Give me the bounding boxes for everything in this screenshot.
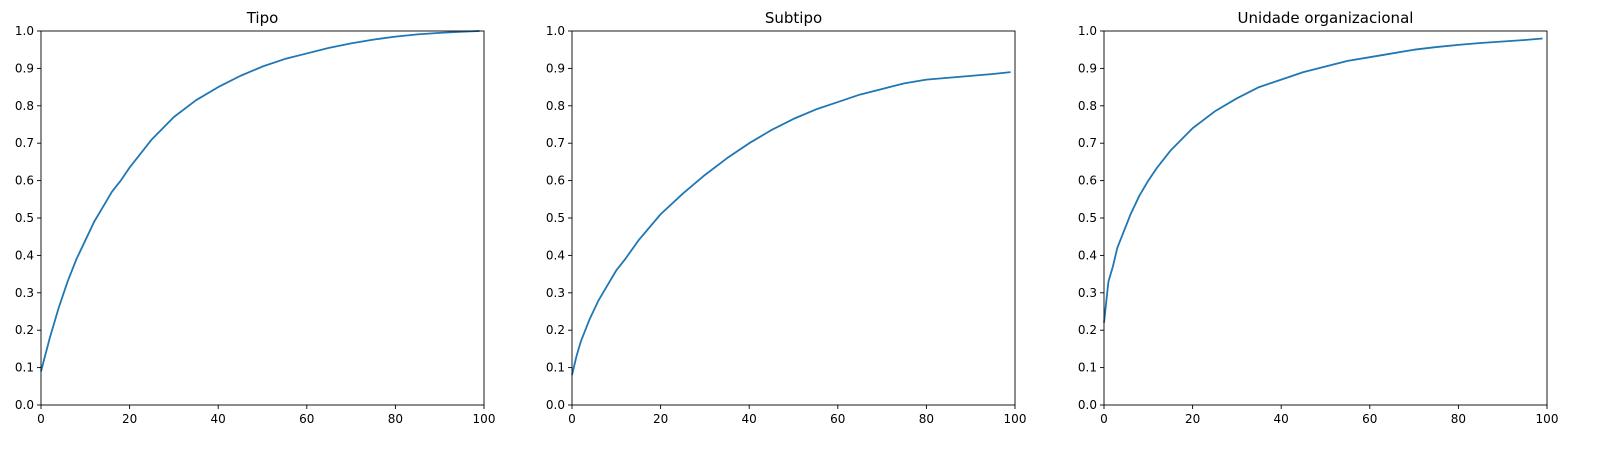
chart-panel-2: Subtipo 0 20 40 60 80 100 0.0 0.1 0.2 0.3 0.4 0.5 0.6… [546,9,1027,426]
y-tick-label: 0.8 [15,99,34,113]
y-tick-label: 0.9 [15,61,34,75]
x-tick-label: 20 [122,412,137,426]
y-tick-label: 1.0 [1078,24,1097,38]
x-tick-label: 80 [1451,412,1466,426]
y-tick-label: 0.6 [1078,174,1097,188]
y-tick-label: 0.8 [546,99,565,113]
y-tick-label: 0.9 [1078,61,1097,75]
y-tick-label: 0.7 [15,136,34,150]
x-tick-label: 40 [211,412,226,426]
y-tick-label: 0.0 [1078,398,1097,412]
y-tick-label: 0.3 [546,286,565,300]
y-tick-label: 0.8 [1078,99,1097,113]
y-tick-label: 0.2 [546,323,565,337]
x-tick-label: 100 [1004,412,1027,426]
x-tick-label: 80 [388,412,403,426]
y-tick-label: 0.0 [15,398,34,412]
series-line [1103,37,1543,323]
x-tick-label: 40 [742,412,757,426]
y-tick-label: 0.4 [1078,248,1097,262]
series-line [571,71,1011,376]
x-tick-label: 40 [1274,412,1289,426]
x-tick-label: 60 [830,412,845,426]
y-tick-label: 0.2 [15,323,34,337]
y-tick-label: 0.5 [546,211,565,225]
x-tick-label: 20 [653,412,668,426]
y-tick-label: 0.0 [546,398,565,412]
x-tick-label: 0 [568,412,576,426]
y-tick-label: 0.5 [15,211,34,225]
x-tick-label: 0 [37,412,45,426]
chart-title: Subtipo [765,9,822,27]
y-tick-label: 0.6 [15,174,34,188]
chart-title: Unidade organizacional [1238,9,1414,27]
y-tick-label: 1.0 [15,24,34,38]
x-tick-label: 0 [1100,412,1108,426]
x-tick-label: 100 [1536,412,1559,426]
y-tick-label: 0.2 [1078,323,1097,337]
y-tick-label: 0.1 [1078,361,1097,375]
plot-frame [40,30,485,406]
y-tick-label: 0.9 [546,61,565,75]
y-tick-label: 1.0 [546,24,565,38]
series-line [40,30,480,372]
chart-panel-3: Unidade organizacional 0 20 40 60 80 100 0.0 0.1… [1078,9,1559,426]
chart-panel-1: Tipo 0 20 40 60 80 100 0.0 0.1 0.2 0.3 0.4 0.5 0.6 0.7… [15,9,496,426]
y-tick-label: 0.6 [546,174,565,188]
x-tick-label: 60 [299,412,314,426]
plot-frame [571,30,1016,406]
plot-frame [1103,30,1548,406]
y-tick-label: 0.7 [546,136,565,150]
y-tick-label: 0.1 [15,361,34,375]
y-tick-label: 0.4 [15,248,34,262]
x-tick-label: 100 [473,412,496,426]
y-tick-label: 0.3 [1078,286,1097,300]
y-tick-label: 0.5 [1078,211,1097,225]
y-tick-label: 0.3 [15,286,34,300]
x-tick-label: 20 [1185,412,1200,426]
x-tick-label: 60 [1362,412,1377,426]
chart-title: Tipo [246,9,279,27]
y-tick-label: 0.1 [546,361,565,375]
x-tick-label: 80 [919,412,934,426]
y-tick-label: 0.4 [546,248,565,262]
y-tick-label: 0.7 [1078,136,1097,150]
